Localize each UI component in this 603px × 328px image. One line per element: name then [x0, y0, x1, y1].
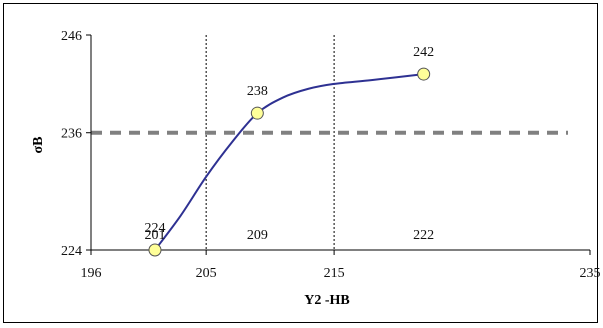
data-points	[148, 67, 431, 257]
data-label: 238	[247, 84, 268, 99]
x-value-label: 209	[247, 228, 268, 243]
x-axis-title: Y2 -HB	[304, 293, 350, 308]
y-axis-title: σB	[31, 137, 46, 154]
y-tick-label: 236	[61, 127, 82, 142]
data-point-222	[417, 67, 431, 81]
data-point-201	[148, 243, 162, 257]
y-tick-label: 224	[61, 244, 82, 259]
data-labels: 224 238 242 201 209 222	[144, 45, 434, 243]
x-value-label: 201	[144, 228, 165, 243]
x-tick-label: 205	[196, 266, 217, 281]
x-tick-label: 235	[580, 266, 601, 281]
x-value-label: 222	[413, 228, 434, 243]
chart-frame	[3, 3, 598, 323]
data-label: 242	[413, 45, 434, 60]
grid-lines	[205, 35, 335, 250]
x-tick-label: 196	[81, 266, 102, 281]
tick-marks	[86, 34, 591, 255]
axes	[90, 35, 590, 251]
data-point-209	[250, 106, 264, 120]
tick-labels: 196 205 215 235 224 236 246	[61, 29, 601, 281]
data-label: 224	[144, 221, 165, 236]
series-line	[154, 73, 424, 251]
x-tick-label: 215	[324, 266, 345, 281]
y-tick-label: 246	[61, 29, 82, 44]
